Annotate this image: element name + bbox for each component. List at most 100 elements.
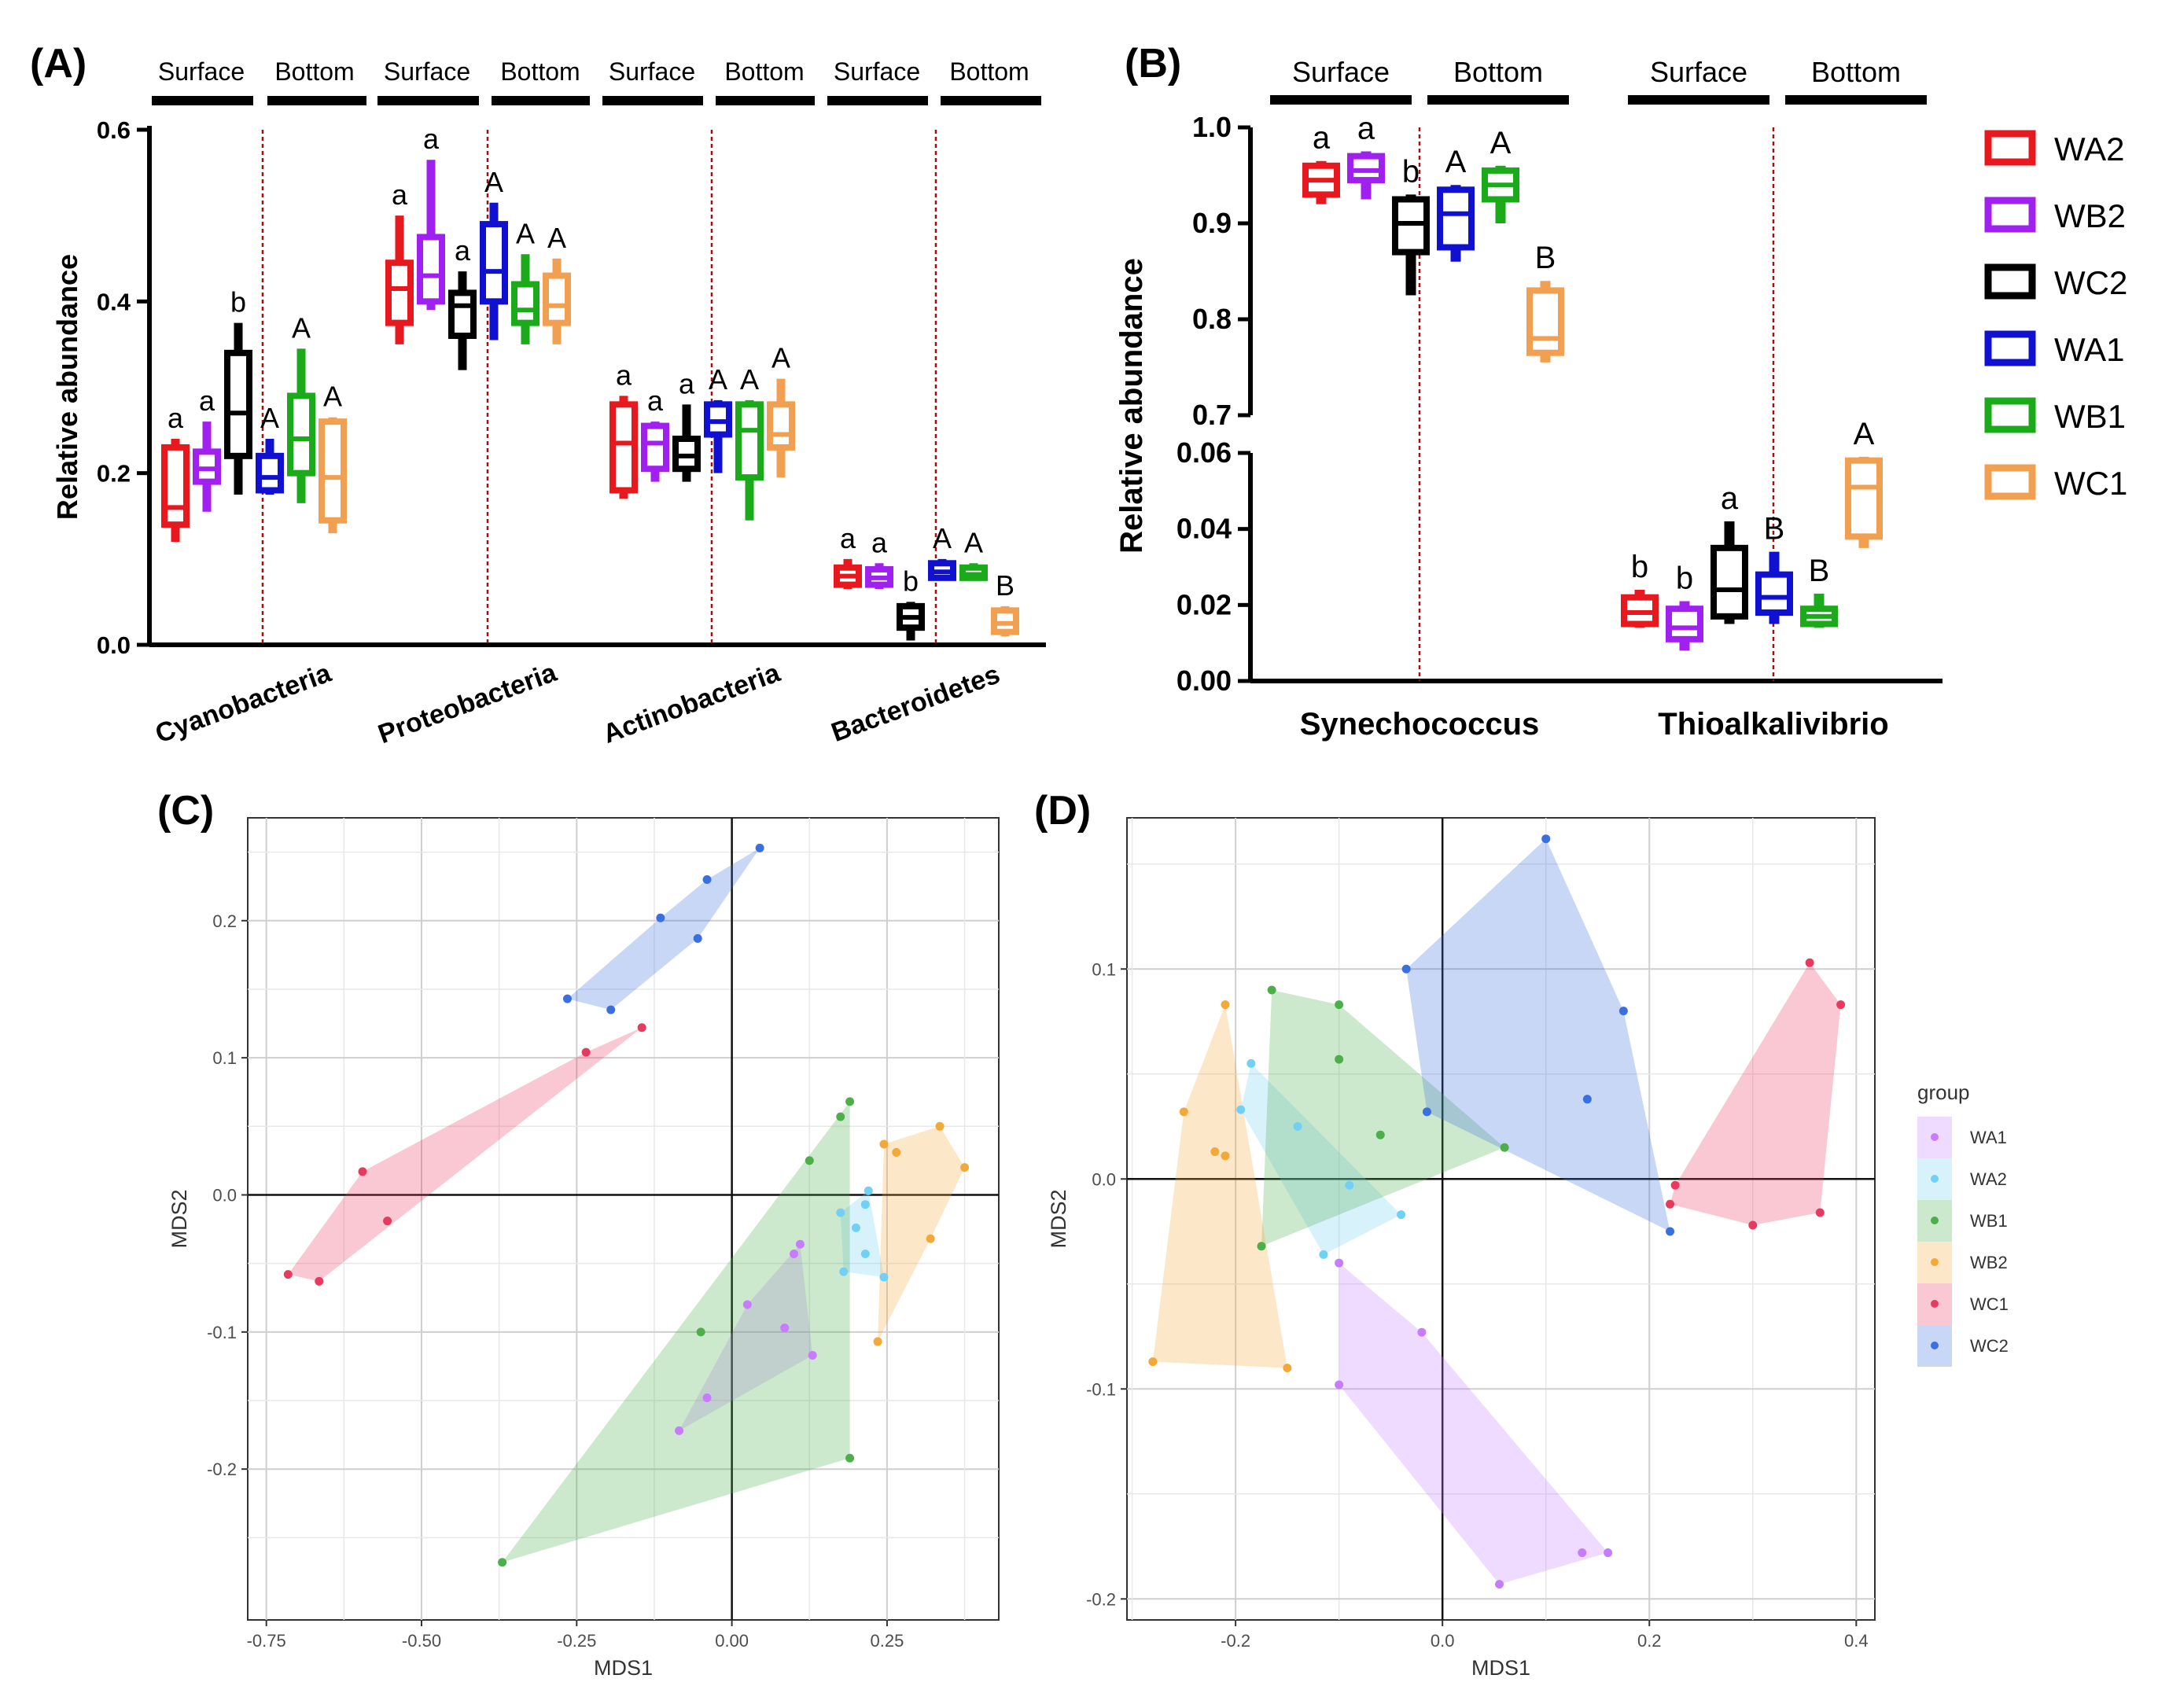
- d-point-WC1: [1666, 1199, 1675, 1209]
- b-y-axis-label: Relative abundance: [1114, 258, 1149, 554]
- c-point-WC2: [693, 933, 702, 943]
- a-significance-label: A: [933, 522, 952, 554]
- b-legend-label: WB2: [2054, 197, 2126, 234]
- c-point-WC1: [383, 1217, 392, 1226]
- d-point-WA1: [1578, 1548, 1587, 1558]
- d-point-WB2: [1210, 1147, 1220, 1157]
- a-box-WB2: [641, 421, 669, 482]
- d-legend-label: WB2: [1970, 1253, 2008, 1272]
- d-y-tick-label: -0.2: [1086, 1589, 1116, 1609]
- b-box-WC1: [1526, 281, 1564, 363]
- d-point-WA1: [1495, 1580, 1504, 1589]
- b-legend-item: WC1: [1984, 464, 2127, 502]
- b-significance-label: A: [1490, 126, 1512, 160]
- a-significance-label: A: [260, 402, 279, 434]
- b-category-label: Synechococcus: [1300, 707, 1540, 742]
- b-header-label: Bottom: [1811, 56, 1901, 88]
- d-legend-item: WC2: [1917, 1325, 2009, 1367]
- c-point-WB2: [873, 1337, 882, 1346]
- d-legend-dot: [1931, 1133, 1939, 1141]
- b-significance-label: B: [1809, 554, 1830, 588]
- panel-label-c: (C): [157, 788, 214, 834]
- b-legend-item: WA1: [1984, 330, 2124, 368]
- a-y-tick-label: 0.2: [97, 460, 131, 488]
- a-significance-label: a: [455, 234, 471, 267]
- b-legend-item: WB2: [1984, 197, 2126, 234]
- a-box: [256, 452, 284, 494]
- a-box: [735, 401, 764, 481]
- b-significance-label: B: [1764, 512, 1785, 547]
- d-point-WA2: [1247, 1058, 1256, 1068]
- b-legend-swatch: [1984, 330, 2036, 366]
- panel-label-a: (A): [30, 41, 87, 87]
- d-legend-dot: [1931, 1175, 1939, 1183]
- a-header-label: Bottom: [724, 57, 804, 86]
- b-legend-swatch: [1984, 263, 2036, 300]
- a-box: [641, 422, 669, 473]
- c-x-tick-label: -0.75: [247, 1631, 286, 1651]
- b-legend-label: WC2: [2054, 264, 2127, 301]
- a-header-label: Surface: [834, 57, 920, 86]
- b-significance-label: b: [1402, 154, 1420, 189]
- b-legend-item: WB1: [1984, 397, 2126, 435]
- b-box: [1666, 606, 1703, 642]
- c-point-WC1: [283, 1270, 293, 1279]
- d-legend-dot: [1931, 1217, 1939, 1224]
- d-legend-dot: [1931, 1300, 1939, 1308]
- c-point-WC1: [637, 1023, 646, 1033]
- a-box-WC2: [672, 404, 701, 482]
- d-point-WB1: [1267, 985, 1276, 995]
- c-point-WC2: [606, 1005, 616, 1014]
- a-box-WA2: [385, 215, 414, 344]
- a-y-tick-label: 0.4: [97, 288, 131, 315]
- a-significance-label: A: [964, 526, 983, 558]
- c-plot-area: [247, 817, 1000, 1621]
- b-legend-swatch: [1984, 464, 2036, 500]
- panel-c: -0.75 -0.50 -0.25 0.00 0.25 -0.2 -0.1 0.0 0.1 0.2…: [168, 817, 1000, 1680]
- b-significance-label: A: [1854, 417, 1875, 451]
- a-box-WC1: [319, 417, 347, 534]
- d-legend-label: WA2: [1970, 1169, 2007, 1189]
- c-point-WB2: [960, 1163, 970, 1172]
- b-significance-label: a: [1313, 121, 1331, 156]
- d-point-WB2: [1179, 1107, 1188, 1117]
- c-point-WA1: [780, 1323, 790, 1333]
- c-point-WC1: [581, 1047, 591, 1057]
- d-point-WC1: [1815, 1208, 1825, 1217]
- d-hull-WB2: [1152, 1004, 1287, 1368]
- a-significance-label: A: [484, 166, 503, 198]
- d-point-WA1: [1417, 1327, 1427, 1337]
- a-box-WA2: [161, 439, 190, 542]
- c-point-WC2: [702, 874, 712, 884]
- d-x-tick-label: 0.4: [1844, 1631, 1869, 1651]
- a-significance-label: a: [616, 359, 632, 391]
- c-point-WA1: [795, 1239, 805, 1249]
- b-y-tick-label: 0.02: [1177, 588, 1232, 620]
- a-box: [448, 289, 477, 339]
- d-x-axis-label: MDS1: [1471, 1656, 1530, 1680]
- c-point-WA1: [808, 1350, 817, 1360]
- panel-label-b: (B): [1125, 41, 1181, 87]
- c-point-WA2: [836, 1208, 845, 1217]
- panel-d: -0.2 0.0 0.2 0.4 -0.2 -0.1 0.0 0.1 MDS1 MDS2 group…: [1047, 817, 2009, 1680]
- d-x-tick-label: -0.2: [1221, 1631, 1250, 1651]
- d-legend-label: WA1: [1970, 1128, 2007, 1147]
- b-box: [1526, 287, 1564, 356]
- d-legend-title: group: [1917, 1080, 1970, 1104]
- a-significance-label: a: [423, 123, 440, 155]
- a-box-WC1: [767, 378, 795, 478]
- d-point-WA2: [1397, 1210, 1406, 1220]
- d-point-WB1: [1375, 1130, 1385, 1139]
- c-point-WB1: [845, 1453, 855, 1463]
- c-y-tick-label: 0.1: [212, 1048, 237, 1068]
- b-box-WC1: [1845, 456, 1883, 548]
- a-box: [609, 401, 638, 494]
- b-header-label: Surface: [1292, 56, 1390, 88]
- c-x-tick-label: 0.00: [715, 1631, 749, 1651]
- b-legend-item: WC2: [1984, 263, 2127, 301]
- c-point-WC2: [562, 994, 572, 1003]
- b-box: [1347, 153, 1385, 184]
- d-point-WB2: [1148, 1357, 1158, 1367]
- b-significance-label: B: [1535, 241, 1556, 275]
- a-significance-label: A: [771, 342, 790, 374]
